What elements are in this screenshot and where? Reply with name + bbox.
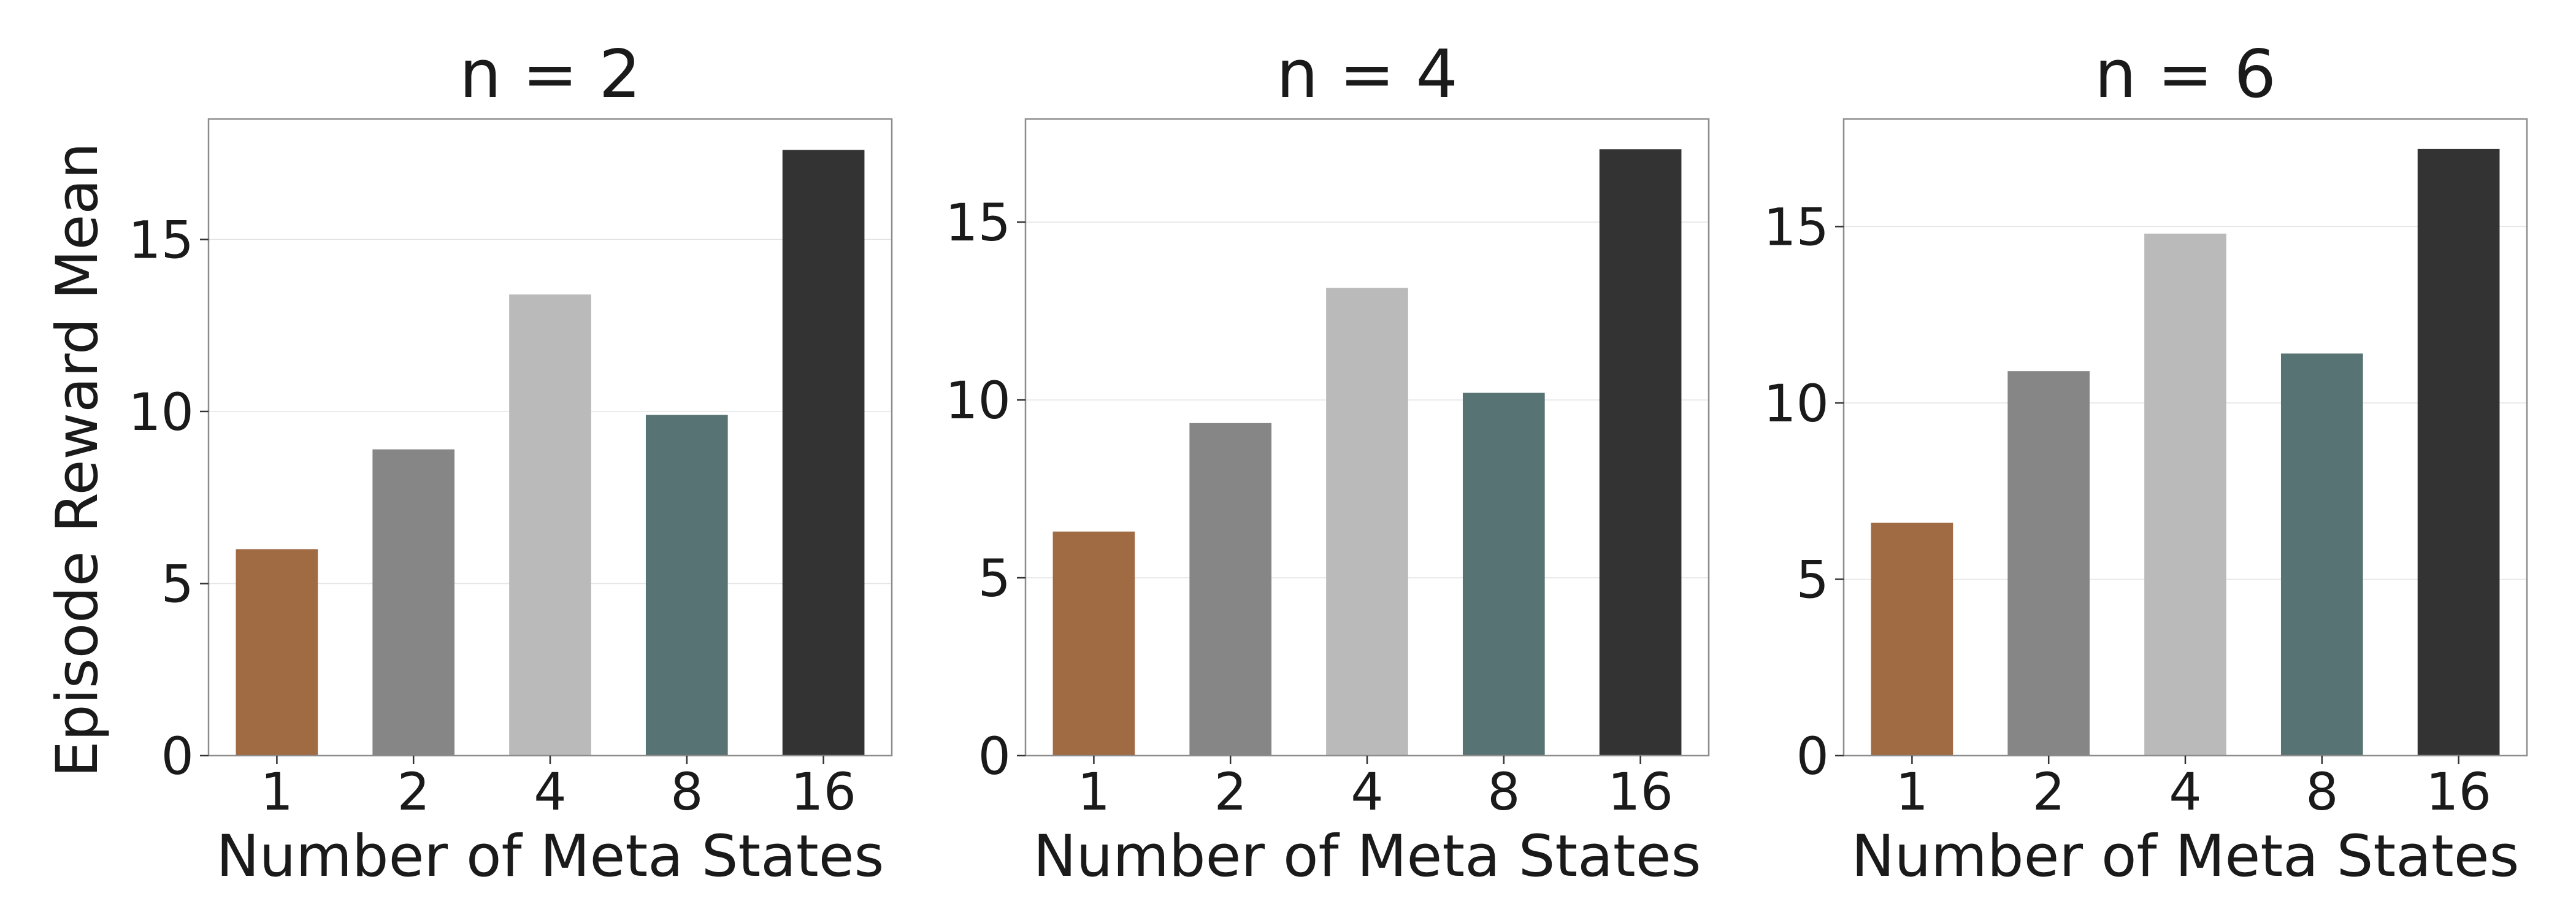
bar-8 xyxy=(645,415,728,756)
y-tick-label-10: 10 xyxy=(128,382,194,442)
x-axis-label: Number of Meta States xyxy=(1851,823,2519,890)
y-tick-label-10: 10 xyxy=(1763,374,1829,434)
panel-title: n = 4 xyxy=(1276,36,1458,113)
x-tick-label-1: 1 xyxy=(261,762,293,822)
bar-4 xyxy=(1326,288,1408,756)
y-tick-label-15: 15 xyxy=(945,193,1011,253)
bar-1 xyxy=(236,549,318,756)
bar-2 xyxy=(1189,423,1272,756)
y-tick-label-0: 0 xyxy=(161,726,194,786)
y-tick-label-15: 15 xyxy=(128,210,194,270)
figure-y-axis-label: Episode Reward Mean xyxy=(44,142,111,777)
bar-16 xyxy=(2417,148,2500,756)
x-tick-label-2: 2 xyxy=(1214,762,1246,822)
x-tick-label-16: 16 xyxy=(1608,762,1673,822)
x-tick-label-2: 2 xyxy=(2032,762,2064,822)
x-tick-label-8: 8 xyxy=(2306,762,2338,822)
bar-4 xyxy=(509,294,591,756)
panel-title: n = 2 xyxy=(459,36,641,113)
x-tick-label-1: 1 xyxy=(1896,762,1928,822)
y-tick-label-5: 5 xyxy=(1796,550,1829,610)
x-tick-label-16: 16 xyxy=(791,762,856,822)
y-tick-label-10: 10 xyxy=(945,370,1011,431)
bar-16 xyxy=(782,150,865,756)
bar-16 xyxy=(1599,149,1682,756)
bar-1 xyxy=(1871,523,1953,756)
y-tick-label-5: 5 xyxy=(978,548,1011,608)
bar-1 xyxy=(1052,531,1135,756)
x-tick-label-4: 4 xyxy=(2169,762,2201,822)
x-tick-label-4: 4 xyxy=(534,762,566,822)
x-tick-label-8: 8 xyxy=(1487,762,1520,822)
x-tick-label-2: 2 xyxy=(397,762,429,822)
bar-4 xyxy=(2144,233,2226,756)
y-tick-label-5: 5 xyxy=(161,554,194,614)
x-axis-label: Number of Meta States xyxy=(216,823,884,890)
bar-8 xyxy=(1462,393,1545,756)
x-tick-label-8: 8 xyxy=(670,762,703,822)
y-tick-label-0: 0 xyxy=(978,726,1011,786)
y-tick-label-0: 0 xyxy=(1796,726,1829,786)
x-tick-label-4: 4 xyxy=(1351,762,1383,822)
bar-2 xyxy=(372,449,455,756)
bar-8 xyxy=(2280,353,2363,756)
x-tick-label-16: 16 xyxy=(2426,762,2491,822)
panel-title: n = 6 xyxy=(2095,36,2276,113)
y-tick-label-15: 15 xyxy=(1763,197,1829,257)
x-axis-label: Number of Meta States xyxy=(1033,823,1701,890)
x-tick-label-1: 1 xyxy=(1078,762,1110,822)
bar-2 xyxy=(2007,371,2090,756)
